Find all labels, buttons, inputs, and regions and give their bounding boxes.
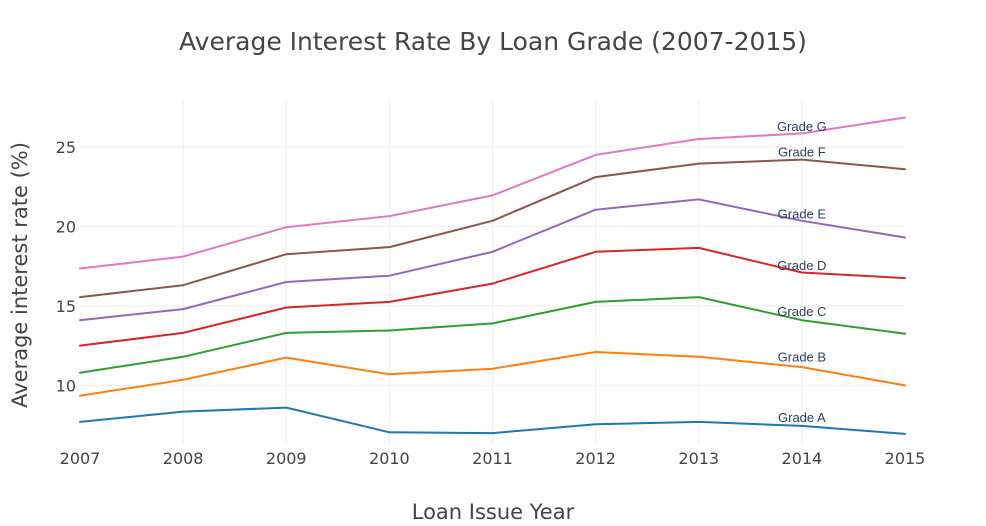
x-tick-label: 2011 [472,449,513,468]
y-axis-label: Average interest rate (%) [8,142,32,408]
x-tick-label: 2014 [782,449,823,468]
chart-title: Average Interest Rate By Loan Grade (200… [179,27,807,56]
x-tick-label: 2008 [163,449,204,468]
x-tick-label: 2015 [885,449,926,468]
x-tick-labels: 2007 2008 2009 2010 2011 2012 2013 2014 2015 [60,449,926,468]
y-tick-label: 10 [56,376,76,395]
series-line-grade-f [79,158,906,299]
annotation-grade-f: Grade F [778,144,826,159]
annotation-grade-e: Grade E [778,206,827,221]
x-tick-label: 2010 [369,449,410,468]
x-tick-label: 2013 [678,449,719,468]
series-line-grade-g [79,116,906,270]
x-axis-label: Loan Issue Year [412,500,575,524]
series-line-grade-e [79,198,906,322]
x-tick-label: 2009 [266,449,307,468]
y-tick-labels: 10 15 20 25 [56,138,76,395]
series-annotations: Grade A Grade B Grade C Grade D Grade E Grade… [777,119,827,425]
annotation-grade-a: Grade A [778,410,826,425]
y-tick-label: 25 [56,138,76,157]
series-line-grade-b [79,351,906,397]
series-line-grade-a [79,406,906,435]
annotation-grade-d: Grade D [777,258,826,273]
y-tick-label: 15 [56,297,76,316]
series-line-grade-d [79,246,906,347]
y-tick-label: 20 [56,217,76,236]
annotation-grade-b: Grade B [778,350,826,365]
series-line-grade-c [79,296,906,374]
x-tick-label: 2012 [575,449,616,468]
series-lines [79,116,906,435]
annotation-grade-c: Grade C [777,304,826,319]
x-tick-label: 2007 [60,449,101,468]
annotation-grade-g: Grade G [777,119,827,134]
